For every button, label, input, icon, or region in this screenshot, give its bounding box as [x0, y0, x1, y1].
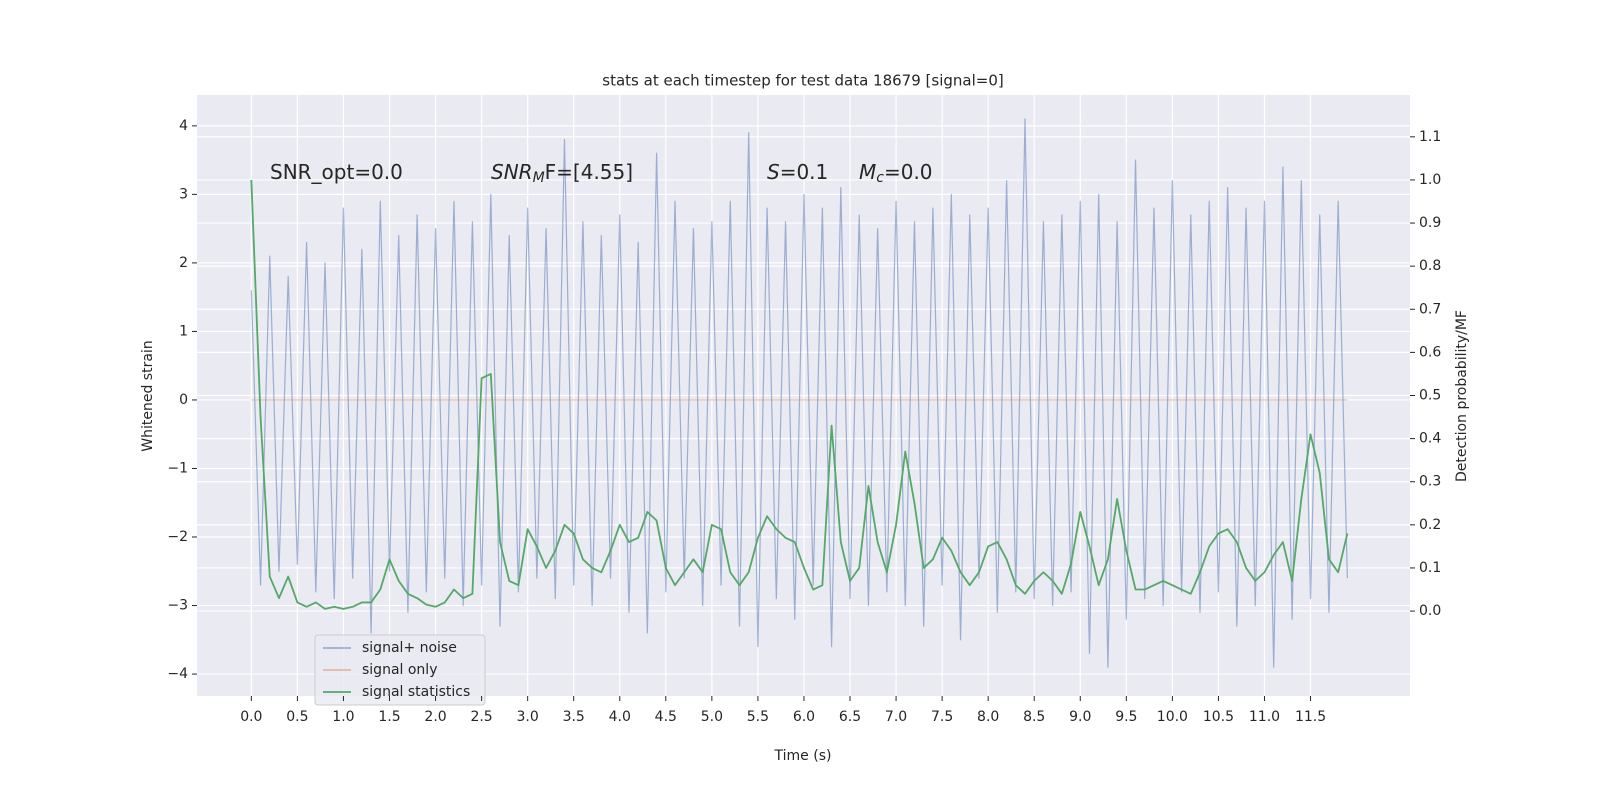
y-tick-label: −3: [167, 598, 188, 614]
y2-tick-label: 0.6: [1419, 344, 1441, 360]
x-tick-label: 2.5: [470, 709, 492, 725]
x-tick-label: 4.0: [609, 709, 631, 725]
y2-axis-label: Detection probability/MF: [1454, 310, 1470, 482]
x-axis-label: Time (s): [774, 748, 832, 764]
x-tick-label: 5.0: [701, 709, 723, 725]
y-tick-label: 0: [179, 392, 188, 408]
x-tick-label: 11.0: [1249, 709, 1280, 725]
y-axis-label: Whitened strain: [140, 340, 156, 451]
x-tick-label: 6.5: [839, 709, 861, 725]
x-tick-label: 3.5: [563, 709, 585, 725]
annotation-part: M: [533, 170, 545, 186]
x-tick-label: 5.5: [747, 709, 769, 725]
chart-title: stats at each timestep for test data 186…: [602, 72, 1003, 90]
y-tick-label: 3: [179, 186, 188, 202]
x-tick-label: 8.5: [1023, 709, 1045, 725]
x-tick-label: 0.0: [240, 709, 262, 725]
y-tick-label: −1: [167, 460, 188, 476]
x-tick-label: 1.5: [378, 709, 400, 725]
x-tick-label: 11.5: [1295, 709, 1326, 725]
x-tick-label: 1.0: [332, 709, 354, 725]
x-tick-label: 4.5: [655, 709, 677, 725]
y-tick-label: 4: [179, 118, 188, 134]
x-tick-label: 7.5: [931, 709, 953, 725]
x-tick-label: 6.0: [793, 709, 815, 725]
x-tick-label: 7.0: [885, 709, 907, 725]
y-tick-label: 1: [179, 323, 188, 339]
y2-tick-label: 0.4: [1419, 431, 1441, 447]
x-tick-label: 9.5: [1115, 709, 1137, 725]
annotation: SNR_opt=0.0: [270, 160, 403, 184]
y2-tick-label: 0.1: [1419, 560, 1441, 576]
x-tick-label: 3.0: [517, 709, 539, 725]
x-tick-label: 2.0: [424, 709, 446, 725]
y-tick-label: −4: [167, 666, 188, 682]
x-tick-label: 10.0: [1157, 709, 1188, 725]
annotation-part: SNR_opt=0.0: [270, 160, 403, 184]
y2-tick-label: 0.9: [1419, 215, 1441, 231]
annotation-part: =0.0: [884, 160, 933, 184]
annotation-part: SNR: [491, 160, 533, 184]
y2-tick-label: 0.2: [1419, 517, 1441, 533]
series-line: [250, 118, 1348, 668]
x-tick-label: 10.5: [1203, 709, 1234, 725]
annotation: Mc=0.0: [859, 160, 933, 187]
y2-tick-label: 0.0: [1419, 603, 1441, 619]
y-tick-label: −2: [167, 529, 188, 545]
y2-tick-label: 1.1: [1419, 129, 1441, 145]
y2-tick-label: 1.0: [1419, 172, 1441, 188]
y-tick-label: 2: [179, 255, 188, 271]
y2-tick-label: 0.7: [1419, 301, 1441, 317]
annotation: SNRMF=[4.55]: [491, 160, 633, 187]
x-tick-label: 8.0: [977, 709, 999, 725]
annotation-part: =0.1: [780, 160, 829, 184]
annotation-part: F=[4.55]: [545, 160, 633, 184]
annotation-part: c: [876, 170, 884, 186]
y2-tick-label: 0.5: [1419, 388, 1441, 404]
x-tick-label: 0.5: [286, 709, 308, 725]
y2-tick-label: 0.8: [1419, 258, 1441, 274]
legend-label: signal only: [362, 662, 437, 678]
series-line: [250, 179, 1349, 610]
legend-label: signal statistics: [362, 684, 470, 700]
annotation-part: M: [859, 160, 876, 184]
x-tick-label: 9.0: [1069, 709, 1091, 725]
annotation-part: S: [767, 160, 780, 184]
legend-box: [314, 634, 486, 706]
y2-tick-label: 0.3: [1419, 474, 1441, 490]
annotation: S=0.1: [767, 160, 828, 184]
legend-label: signal+ noise: [362, 640, 457, 656]
